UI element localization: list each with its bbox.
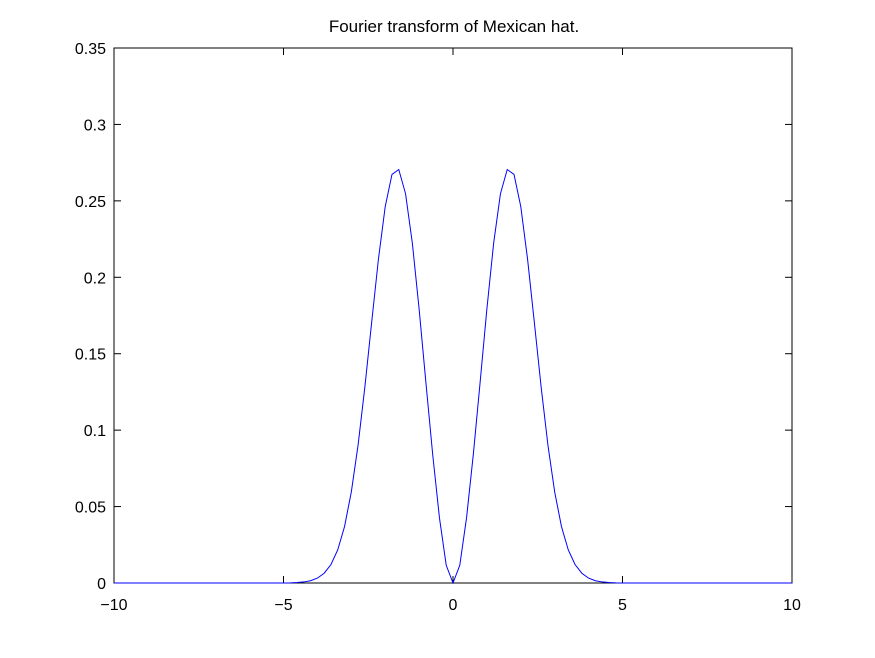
y-tick-label: 0 xyxy=(97,576,106,593)
y-tick-label: 0.35 xyxy=(75,41,106,58)
y-tick-labels: 0 0.05 0.1 0.15 0.2 0.25 0.3 0.35 xyxy=(75,41,106,593)
y-tick-label: 0.05 xyxy=(75,500,106,517)
y-tick-label: 0.2 xyxy=(84,270,106,287)
series-line xyxy=(114,168,792,585)
x-tick-label: 10 xyxy=(783,597,801,614)
x-tick-label: 5 xyxy=(618,597,627,614)
x-tick-label: −10 xyxy=(100,597,127,614)
x-tick-label: −5 xyxy=(274,597,292,614)
y-tick-label: 0.15 xyxy=(75,347,106,364)
plot-frame xyxy=(113,47,793,584)
x-tick-labels: −10 −5 0 5 10 xyxy=(100,597,801,614)
y-tick-label: 0.25 xyxy=(75,194,106,211)
x-tick-label: 0 xyxy=(449,597,458,614)
y-tick-label: 0.1 xyxy=(84,423,106,440)
y-tick-label: 0.3 xyxy=(84,117,106,134)
chart-title: Fourier transform of Mexican hat. xyxy=(329,17,579,36)
